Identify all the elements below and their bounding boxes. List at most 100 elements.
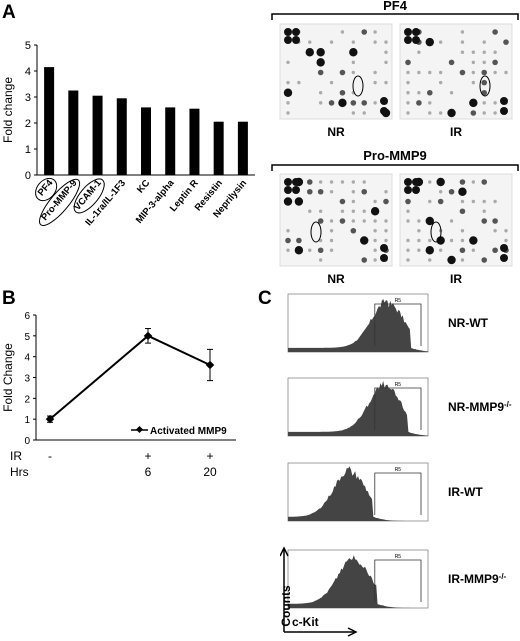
reference-spot	[500, 107, 508, 115]
ckit-arrow	[347, 627, 358, 637]
blot-spot	[438, 80, 443, 85]
blot-spot	[329, 190, 334, 194]
blot-spot	[373, 238, 377, 243]
ckit-label: c-Kit	[292, 615, 319, 629]
blot-spot	[428, 238, 432, 243]
bar	[213, 121, 224, 175]
blot-spot	[373, 101, 377, 105]
blot-spot	[329, 238, 334, 243]
blot-spot	[370, 207, 380, 216]
bar	[189, 108, 200, 175]
blot-spot	[425, 246, 434, 255]
counts-arrow	[280, 546, 289, 557]
data-point	[205, 360, 215, 370]
blot-spot	[471, 199, 476, 204]
blot-spot	[481, 257, 488, 263]
y-tick-label: 2	[24, 394, 30, 405]
blot-spot	[361, 188, 368, 195]
blot-spot	[351, 190, 356, 194]
blot-spot	[459, 247, 466, 254]
category-circle	[73, 178, 105, 214]
blot-spot	[436, 236, 445, 245]
blot-spot	[425, 37, 434, 47]
blot-spot	[373, 229, 377, 233]
histogram-label: NR-WT	[448, 316, 489, 330]
y-tick-label: 0	[24, 436, 30, 447]
blot-spot	[504, 70, 508, 75]
blot-spot	[286, 229, 290, 233]
blot-spot	[428, 180, 432, 184]
blot-spot	[493, 101, 497, 105]
histogram-distribution	[288, 466, 428, 521]
reference-spot	[380, 97, 388, 105]
blot-spot	[459, 69, 466, 76]
blot-spot	[283, 88, 293, 97]
blot-spot	[351, 199, 356, 204]
histogram-panel: R5 NR-MMP9-/-	[287, 377, 512, 437]
pf4-bracket	[271, 13, 519, 20]
blot-spot	[426, 89, 433, 96]
reference-spot	[404, 28, 412, 36]
bar	[44, 67, 55, 175]
category-circle	[35, 177, 58, 202]
blot-spot	[428, 111, 432, 115]
histogram-panel: R5 NR-WT	[287, 293, 489, 353]
blot-spot	[308, 248, 312, 252]
reference-spot	[380, 244, 388, 252]
blot-spot	[384, 80, 388, 85]
blot-spot	[492, 29, 498, 35]
blot-spot	[459, 208, 466, 215]
blot-spot	[471, 180, 476, 184]
blot-spot	[339, 218, 346, 224]
category-label: KC	[135, 178, 152, 196]
blot-spot	[306, 188, 313, 195]
y-tick-label: 3	[24, 374, 30, 385]
legend-marker	[135, 425, 144, 434]
blot-spot	[493, 111, 497, 115]
blot-spot	[428, 258, 432, 262]
blot-spot	[405, 198, 411, 205]
blot-spot	[460, 50, 465, 54]
pro-mmp9-bracket	[271, 164, 519, 171]
blot-spot	[351, 70, 356, 75]
blot-spot	[318, 101, 323, 105]
blot-spot	[406, 101, 410, 105]
blot-spot	[351, 219, 356, 223]
blot-spot	[294, 197, 304, 206]
blot-spot	[294, 246, 304, 255]
counts-label: Counts	[280, 585, 293, 627]
pf4-nr-label: NR	[327, 125, 345, 139]
histogram-label: IR-WT	[448, 485, 483, 499]
category-circle	[39, 178, 81, 226]
row-ir-label: IR	[10, 449, 22, 463]
y-tick-label: 5	[25, 40, 31, 52]
blot-spot	[383, 198, 389, 205]
bar	[141, 107, 151, 175]
blot-spot	[318, 91, 323, 95]
pro-mmp9-title: Pro-MMP9	[363, 148, 427, 163]
blot-spot	[469, 98, 478, 108]
reference-spot	[292, 178, 300, 186]
blot-spot	[296, 237, 302, 244]
blot-spot	[285, 237, 291, 244]
blot-spot	[460, 229, 465, 233]
blot-spot	[481, 79, 488, 86]
blot-spot	[306, 179, 313, 185]
blot-spot	[428, 70, 432, 75]
reference-spot	[412, 178, 420, 186]
blot-spot	[286, 101, 290, 105]
blot-spot	[482, 60, 486, 65]
blot-spot	[329, 248, 334, 252]
highlight-circle	[430, 221, 442, 243]
blot-spot	[338, 98, 347, 108]
blot-spot	[417, 229, 421, 233]
reference-spot	[404, 178, 412, 186]
y-tick-label: 4	[25, 66, 31, 78]
bar	[68, 90, 79, 175]
blot-spot	[373, 219, 377, 223]
blot-spot	[384, 238, 388, 243]
blot-spot	[373, 80, 377, 85]
blot-spot	[384, 219, 388, 223]
blot-spot	[329, 219, 334, 223]
reference-spot	[292, 186, 300, 194]
